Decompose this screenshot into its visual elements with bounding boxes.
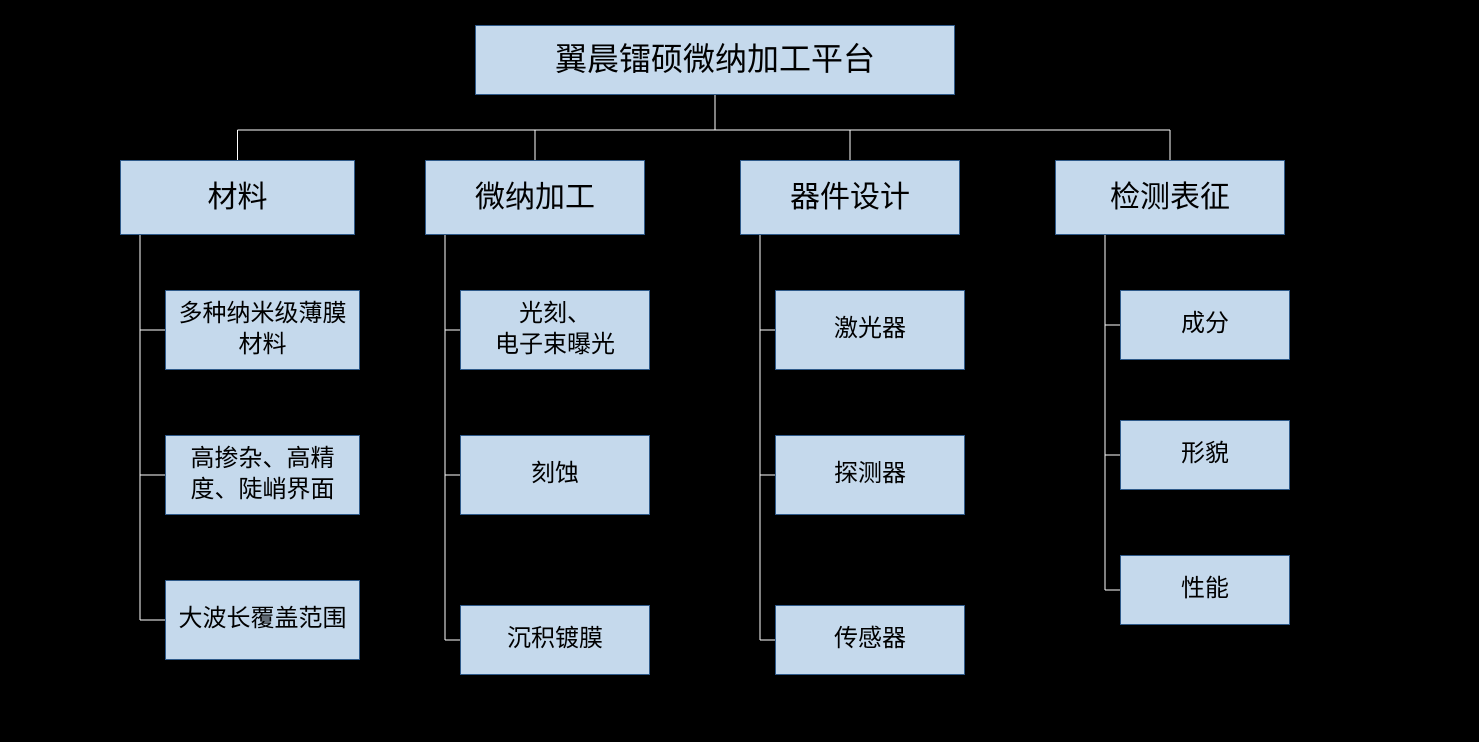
leaf-node: 光刻、 电子束曝光 xyxy=(460,290,650,370)
leaf-node: 形貌 xyxy=(1120,420,1290,490)
category-node: 微纳加工 xyxy=(425,160,645,235)
category-node: 检测表征 xyxy=(1055,160,1285,235)
leaf-node: 探测器 xyxy=(775,435,965,515)
leaf-node: 传感器 xyxy=(775,605,965,675)
leaf-node: 沉积镀膜 xyxy=(460,605,650,675)
leaf-node: 性能 xyxy=(1120,555,1290,625)
root-node: 翼晨镭硕微纳加工平台 xyxy=(475,25,955,95)
category-node: 材料 xyxy=(120,160,355,235)
leaf-node: 成分 xyxy=(1120,290,1290,360)
leaf-node: 高掺杂、高精度、陡峭界面 xyxy=(165,435,360,515)
leaf-node: 大波长覆盖范围 xyxy=(165,580,360,660)
leaf-node: 多种纳米级薄膜材料 xyxy=(165,290,360,370)
category-node: 器件设计 xyxy=(740,160,960,235)
leaf-node: 激光器 xyxy=(775,290,965,370)
leaf-node: 刻蚀 xyxy=(460,435,650,515)
